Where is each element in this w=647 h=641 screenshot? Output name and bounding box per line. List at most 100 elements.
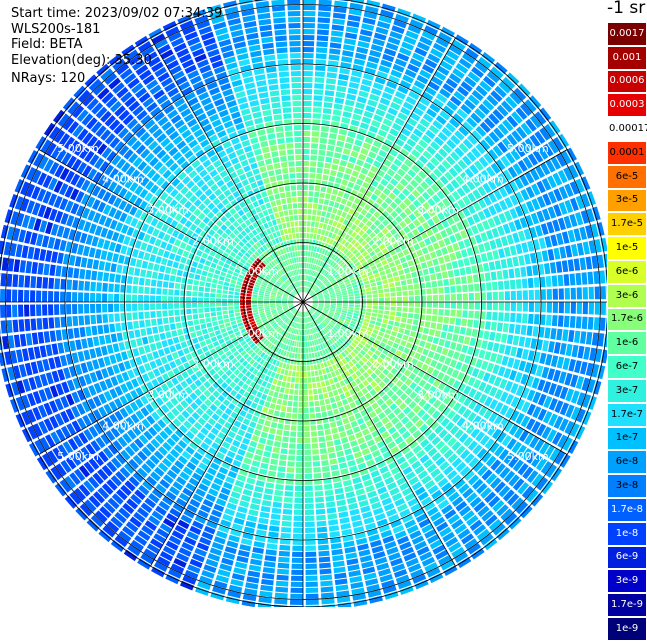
ray-cell bbox=[136, 259, 143, 267]
ray-cell bbox=[463, 258, 470, 266]
ray-cell bbox=[409, 302, 414, 307]
ray-cell bbox=[96, 304, 101, 313]
ray-cell bbox=[312, 125, 320, 131]
ray-cell bbox=[315, 65, 325, 71]
ray-cell bbox=[152, 246, 159, 254]
ray-cell bbox=[206, 322, 212, 327]
ray-cell bbox=[414, 314, 420, 320]
ray-cell bbox=[385, 269, 391, 274]
ray-cell bbox=[344, 404, 350, 411]
ray-cell bbox=[306, 582, 318, 587]
ray-cell bbox=[315, 497, 324, 503]
ray-cell bbox=[316, 413, 322, 419]
ray-cell bbox=[450, 359, 457, 367]
ray-cell bbox=[303, 155, 309, 160]
ray-cell bbox=[299, 390, 303, 395]
ray-cell bbox=[365, 284, 371, 288]
ray-cell bbox=[240, 397, 247, 404]
ray-cell bbox=[344, 38, 356, 45]
ray-cell bbox=[444, 309, 449, 316]
ray-cell bbox=[430, 360, 437, 368]
ray-cell bbox=[36, 304, 41, 316]
ray-cell bbox=[236, 285, 242, 289]
ray-cell bbox=[382, 319, 388, 324]
ray-cell bbox=[306, 588, 319, 593]
ray-cell bbox=[240, 306, 245, 309]
ray-cell bbox=[289, 443, 296, 448]
ray-cell bbox=[306, 594, 319, 599]
ray-cell bbox=[329, 453, 337, 459]
ray-cell bbox=[312, 210, 316, 215]
ray-cell bbox=[339, 204, 345, 210]
ray-cell bbox=[242, 438, 250, 445]
ray-cell bbox=[326, 78, 336, 84]
ray-cell bbox=[348, 15, 361, 22]
ray-cell bbox=[344, 105, 353, 112]
ray-cell bbox=[219, 324, 225, 329]
ray-cell bbox=[357, 96, 367, 103]
ray-cell bbox=[152, 327, 158, 334]
ray-cell bbox=[128, 331, 134, 339]
ray-cell bbox=[305, 546, 316, 551]
ray-cell bbox=[335, 382, 341, 388]
ray-cell bbox=[205, 287, 210, 292]
ray-cell bbox=[393, 326, 399, 331]
ray-cell bbox=[501, 259, 508, 269]
ray-cell bbox=[354, 293, 359, 296]
ray-cell bbox=[303, 0, 316, 4]
ray-cell bbox=[246, 297, 251, 300]
ray-cell bbox=[268, 434, 275, 440]
ray-cell bbox=[325, 380, 330, 386]
ray-cell bbox=[396, 292, 401, 297]
ray-cell bbox=[81, 338, 88, 348]
ray-cell bbox=[60, 304, 65, 314]
ray-cell bbox=[52, 343, 59, 355]
ray-cell bbox=[31, 262, 37, 274]
ray-cell bbox=[272, 508, 282, 514]
ray-cell bbox=[389, 336, 395, 342]
ray-cell bbox=[303, 239, 306, 244]
ray-cell bbox=[190, 332, 196, 338]
ray-cell bbox=[347, 162, 355, 169]
ray-cell bbox=[156, 311, 161, 318]
ray-cell bbox=[286, 364, 290, 370]
ray-cell bbox=[466, 328, 472, 336]
ray-cell bbox=[465, 266, 471, 274]
ray-cell bbox=[30, 290, 35, 302]
ray-cell bbox=[458, 259, 465, 267]
ray-cell bbox=[165, 267, 171, 274]
ray-cell bbox=[317, 162, 324, 168]
ray-cell bbox=[305, 522, 315, 527]
ray-cell bbox=[352, 593, 366, 600]
ray-cell bbox=[394, 322, 400, 327]
ray-cell bbox=[0, 273, 6, 286]
ray-cell bbox=[583, 302, 588, 314]
ray-cell bbox=[370, 320, 376, 324]
ray-cell bbox=[270, 304, 275, 306]
ray-cell bbox=[310, 155, 317, 160]
ray-cell bbox=[91, 326, 97, 336]
ray-cell bbox=[204, 298, 209, 302]
ray-cell bbox=[349, 304, 354, 306]
ray-cell bbox=[445, 294, 450, 300]
ray-cell bbox=[352, 520, 363, 527]
ray-cell bbox=[456, 343, 463, 351]
ray-cell bbox=[175, 255, 182, 262]
ray-cell bbox=[268, 390, 274, 396]
ray-cell bbox=[105, 334, 112, 343]
ray-cell bbox=[251, 553, 263, 560]
ray-cell bbox=[280, 369, 284, 375]
ray-cell bbox=[510, 313, 516, 322]
ray-cell bbox=[271, 422, 277, 428]
ray-cell bbox=[327, 66, 338, 72]
ray-cell bbox=[588, 317, 594, 330]
ray-cell bbox=[365, 190, 372, 197]
ray-cell bbox=[499, 302, 504, 311]
ray-cell bbox=[211, 312, 216, 317]
ray-cell bbox=[97, 272, 103, 281]
ray-cell bbox=[430, 235, 437, 243]
ray-cell bbox=[192, 338, 198, 344]
ray-cell bbox=[333, 377, 338, 383]
ray-cell bbox=[177, 329, 183, 335]
ray-cell bbox=[96, 314, 102, 323]
